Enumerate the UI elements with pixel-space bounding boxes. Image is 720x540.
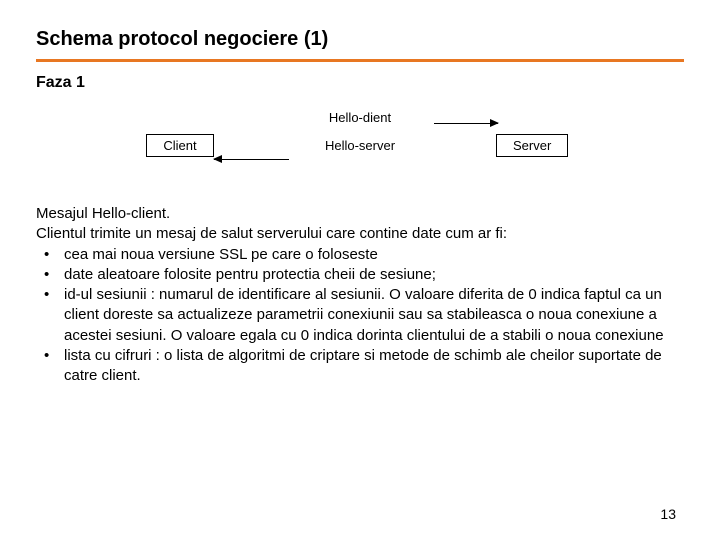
list-item: date aleatoare folosite pentru protectia… — [36, 265, 684, 285]
slide-title: Schema protocol negociere (1) — [36, 28, 684, 51]
arrow-label-hello-server: Hello-server — [325, 138, 395, 153]
arrow-right-icon — [434, 123, 498, 124]
arrow-label-hello-client: Hello-dient — [329, 110, 391, 125]
list-item: cea mai noua versiune SSL pe care o folo… — [36, 245, 684, 265]
body-heading: Mesajul Hello-client. — [36, 204, 684, 224]
client-node: Client — [146, 134, 214, 157]
list-item: lista cu cifruri : o lista de algoritmi … — [36, 346, 684, 387]
body-text: Mesajul Hello-client. Clientul trimite u… — [36, 204, 684, 386]
bullet-list: cea mai noua versiune SSL pe care o folo… — [36, 245, 684, 387]
list-item: id-ul sesiunii : numarul de identificare… — [36, 285, 684, 346]
arrow-left-icon — [214, 159, 289, 160]
body-intro: Clientul trimite un mesaj de salut serve… — [36, 224, 684, 244]
phase-label: Faza 1 — [36, 74, 684, 92]
server-node: Server — [496, 134, 568, 157]
page-number: 13 — [660, 506, 676, 522]
protocol-diagram: Hello-dient Client Hello-server Server — [36, 110, 684, 180]
title-rule — [36, 59, 684, 62]
